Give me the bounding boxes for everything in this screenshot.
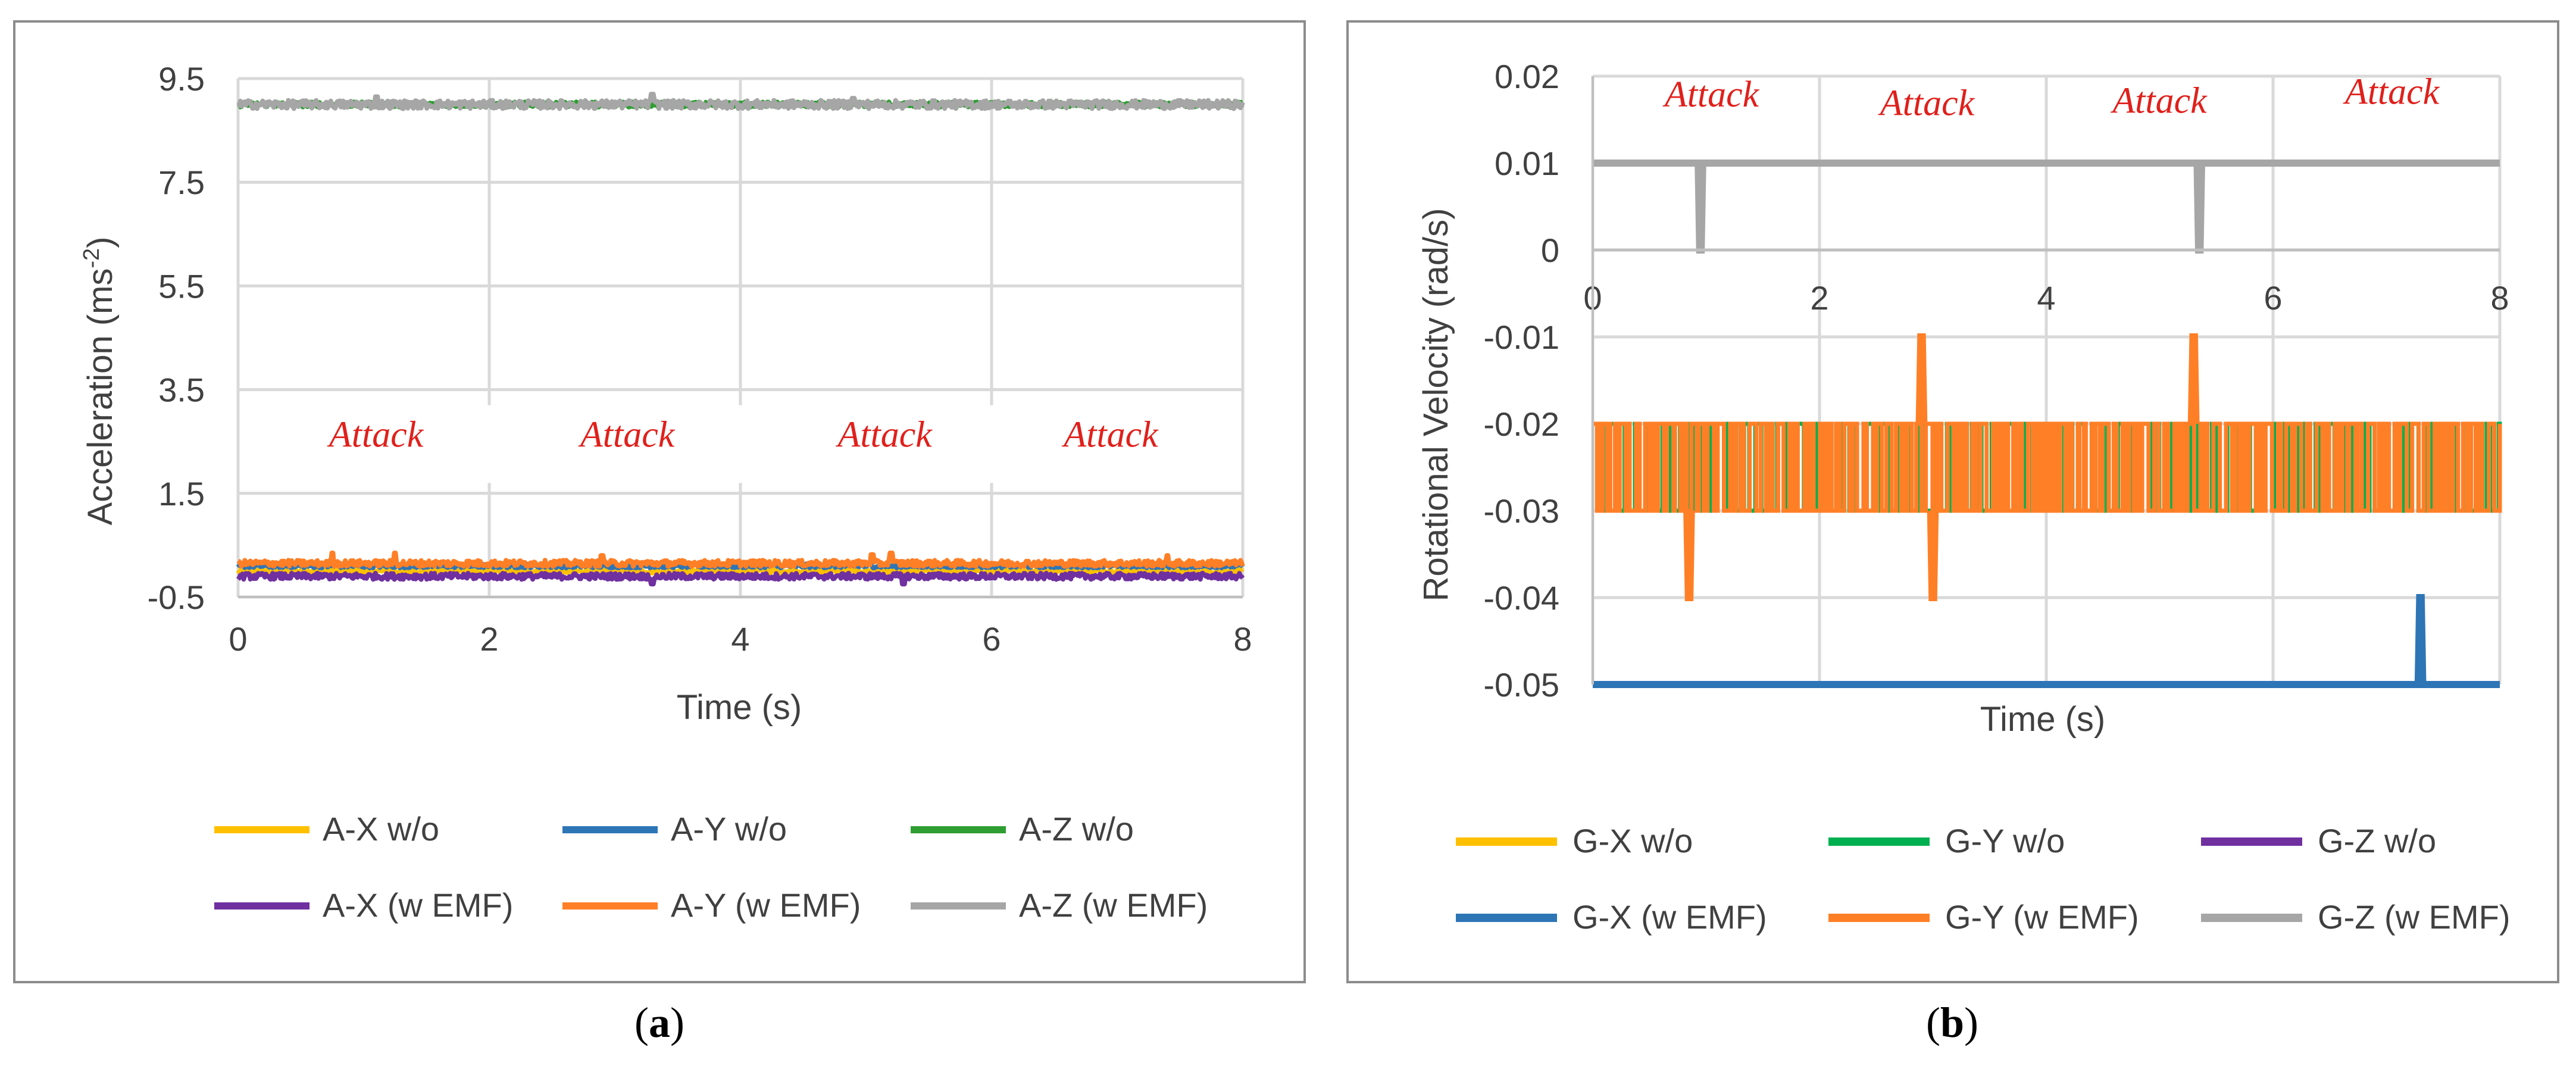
panel-b-annotations: Attack Attack Attack Attack [1662, 72, 2440, 124]
a-attack-annotation-3: Attack [835, 414, 933, 455]
a-y-tick-label: -0.5 [148, 579, 205, 616]
panel-b: -0.05-0.04-0.03-0.02-0.0100.010.0202468 … [1346, 20, 2559, 983]
b-series-spike [1695, 162, 1706, 254]
a-legend-item: A-Z w/o [911, 810, 1134, 848]
a-legend-label: A-Z w/o [1019, 810, 1134, 848]
a-attack-annotation-2: Attack [578, 414, 676, 455]
b-series-g-x-w-emf- [1593, 594, 2500, 688]
a-y-tick-label: 9.5 [158, 60, 205, 98]
b-legend-label: G-Z w/o [2318, 822, 2436, 860]
b-series-spike [2414, 594, 2427, 685]
b-x-tick-label: 4 [2037, 279, 2055, 317]
b-x-tick-label: 6 [2264, 279, 2282, 317]
b-y-tick-label: -0.04 [1483, 579, 1559, 617]
a-x-tick-label: 0 [229, 620, 247, 658]
b-x-tick-label: 8 [2490, 279, 2509, 317]
panel-a: -0.51.53.55.57.59.50 2 4 6 8 Attack Attack Att… [13, 20, 1306, 983]
a-x-tick-label: 6 [982, 620, 1001, 658]
panel-a-axes: -0.5 1.5 3.5 5.5 7.5 9.5 0 2 4 6 8 [148, 60, 1252, 658]
b-y-tick-label: -0.05 [1483, 666, 1559, 704]
b-series-spike [2187, 333, 2200, 424]
a-series-line-a-y-w-emf- [236, 551, 1245, 569]
a-legend-label: A-Y w/o [671, 810, 787, 848]
b-attack-annotation-1: Attack [1662, 74, 1760, 115]
a-legend-label: A-Z (w EMF) [1019, 886, 1208, 924]
b-attack-annotation-2: Attack [1878, 83, 1975, 124]
b-series-g-y-w-emf- [1593, 333, 2502, 601]
b-y-tick-label: 0.01 [1495, 145, 1559, 182]
b-legend-label: G-Y (w EMF) [1945, 898, 2139, 936]
a-legend-item: A-X (w EMF) [214, 886, 513, 924]
a-legend-item: A-Y w/o [562, 810, 787, 848]
b-legend-label: G-X (w EMF) [1573, 898, 1767, 936]
a-series-line-a-z-w-emf- [236, 92, 1245, 111]
b-legend-item: G-X (w EMF) [1456, 898, 1767, 936]
panel-a-series [236, 92, 1245, 587]
a-attack-annotation-1: Attack [327, 414, 424, 455]
a-x-tick-label: 4 [731, 620, 749, 658]
a-series-line-a-x-w-emf- [236, 570, 1245, 587]
a-legend-label: A-X w/o [323, 810, 439, 848]
panel-a-y-axis-title: Acceleration (ms-2) [79, 236, 120, 525]
a-legend-label: A-Y (w EMF) [671, 886, 861, 924]
b-y-tick-label: 0 [1541, 232, 1559, 269]
b-y-tick-label: 0.02 [1495, 58, 1559, 95]
b-series-line [1593, 421, 2502, 513]
b-legend-item: G-Y (w EMF) [1828, 898, 2139, 936]
a-x-tick-label: 8 [1233, 620, 1252, 658]
caption-b: (b) [1926, 999, 1978, 1046]
b-series-spike [1683, 510, 1695, 601]
b-series-spike [1927, 510, 1939, 601]
a-y-tick-label: 3.5 [158, 371, 205, 409]
a-attack-annotation-4: Attack [1061, 414, 1159, 455]
a-annotation-backdrop [242, 405, 1239, 483]
b-y-tick-label: -0.01 [1483, 318, 1559, 356]
b-series-spike [1915, 333, 1928, 424]
a-y-tick-label: 1.5 [158, 475, 205, 512]
b-legend-item: G-Z (w EMF) [2201, 898, 2510, 936]
panel-a-legend: A-X w/o A-Y w/o A-Z w/o A-X (w EMF) A-Y (w E… [214, 810, 1208, 924]
b-series-spike [2193, 162, 2205, 254]
panel-b-legend: G-X w/o G-Y w/o G-Z w/o G-X (w EMF) G-Y (w E… [1456, 822, 2510, 936]
a-legend-item: A-Z (w EMF) [911, 886, 1208, 924]
panel-b-y-axis-title: Rotational Velocity (rad/s) [1417, 208, 1455, 602]
panel-b-x-axis-title: Time (s) [1980, 700, 2105, 739]
b-y-tick-label: -0.03 [1483, 492, 1559, 530]
a-y-tick-label: 7.5 [158, 164, 205, 201]
panel-a-annotations: Attack Attack Attack Attack [327, 414, 1159, 455]
caption-a: (a) [634, 999, 684, 1046]
b-legend-item: G-X w/o [1456, 822, 1693, 860]
panel-a-x-axis-title: Time (s) [677, 688, 802, 727]
b-legend-label: G-X w/o [1573, 822, 1693, 860]
a-legend-item: A-Y (w EMF) [562, 886, 861, 924]
b-attack-annotation-3: Attack [2110, 80, 2208, 121]
b-x-tick-label: 2 [1810, 279, 1828, 317]
b-attack-annotation-4: Attack [2343, 72, 2440, 112]
b-legend-label: G-Y w/o [1945, 822, 2065, 860]
b-legend-item: G-Y w/o [1828, 822, 2065, 860]
a-x-tick-label: 2 [480, 620, 498, 658]
b-legend-label: G-Z (w EMF) [2318, 898, 2510, 936]
b-y-tick-label: -0.02 [1483, 405, 1559, 443]
a-y-tick-label: 5.5 [158, 267, 205, 305]
a-legend-label: A-X (w EMF) [323, 886, 513, 924]
b-legend-item: G-Z w/o [2201, 822, 2436, 860]
a-legend-item: A-X w/o [214, 810, 439, 848]
